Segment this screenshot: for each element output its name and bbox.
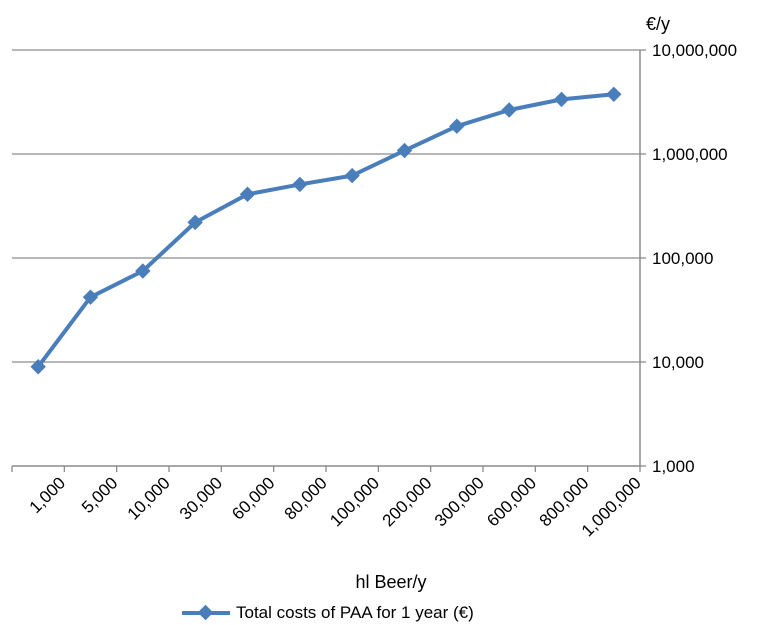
data-point-marker bbox=[30, 359, 46, 375]
data-point-marker bbox=[449, 118, 465, 134]
data-point-marker bbox=[187, 214, 203, 231]
data-point-marker bbox=[501, 102, 517, 118]
data-point-marker bbox=[344, 167, 360, 184]
data-point-marker bbox=[292, 176, 308, 193]
x-tick-labels: 1,000 5,000 10,000 30,000 60,000 80,000100,00… bbox=[26, 473, 645, 540]
x-tick-label: 300,000 bbox=[431, 473, 488, 530]
y-tick-label: 1,000,000 bbox=[652, 145, 728, 164]
data-point-marker bbox=[606, 86, 622, 103]
legend-series-swatch bbox=[182, 603, 230, 623]
y-gridlines bbox=[12, 49, 646, 467]
x-tick-label: 600,000 bbox=[483, 473, 540, 530]
y-tick-label: 10,000 bbox=[652, 353, 704, 372]
series-line bbox=[36, 92, 615, 368]
y-tick-label: 10,000,000 bbox=[652, 41, 737, 60]
x-tick-label: 60,000 bbox=[228, 473, 278, 523]
legend-series-label: Total costs of PAA for 1 year (€) bbox=[236, 603, 474, 622]
x-tick-label: 10,000 bbox=[124, 473, 174, 523]
x-tick-label: 30,000 bbox=[176, 473, 226, 523]
x-tick-label: 80,000 bbox=[281, 473, 331, 523]
y-tick-labels: 1,000 10,000 100,000 1,000,000 10,000,000 bbox=[652, 41, 737, 476]
data-point-marker bbox=[82, 289, 99, 305]
x-tick-label: 5,000 bbox=[78, 473, 122, 517]
diamond-marker-icon bbox=[197, 604, 214, 621]
data-point-marker bbox=[553, 91, 570, 108]
y-tick-label: 1,000 bbox=[652, 457, 695, 476]
y-axis-title: €/y bbox=[646, 14, 670, 34]
x-tick-label: 200,000 bbox=[379, 473, 436, 530]
y-tick-label: 100,000 bbox=[652, 249, 713, 268]
data-point-marker bbox=[135, 263, 151, 279]
data-point-marker bbox=[239, 186, 256, 202]
x-tick-label: 100,000 bbox=[326, 473, 383, 530]
x-tick-marks bbox=[11, 466, 641, 472]
x-tick-label: 1,000 bbox=[26, 473, 70, 517]
series-total-costs bbox=[30, 86, 622, 375]
x-axis-title: hl Beer/y bbox=[355, 572, 426, 592]
legend: Total costs of PAA for 1 year (€) bbox=[182, 603, 474, 623]
data-point-marker bbox=[396, 142, 413, 159]
